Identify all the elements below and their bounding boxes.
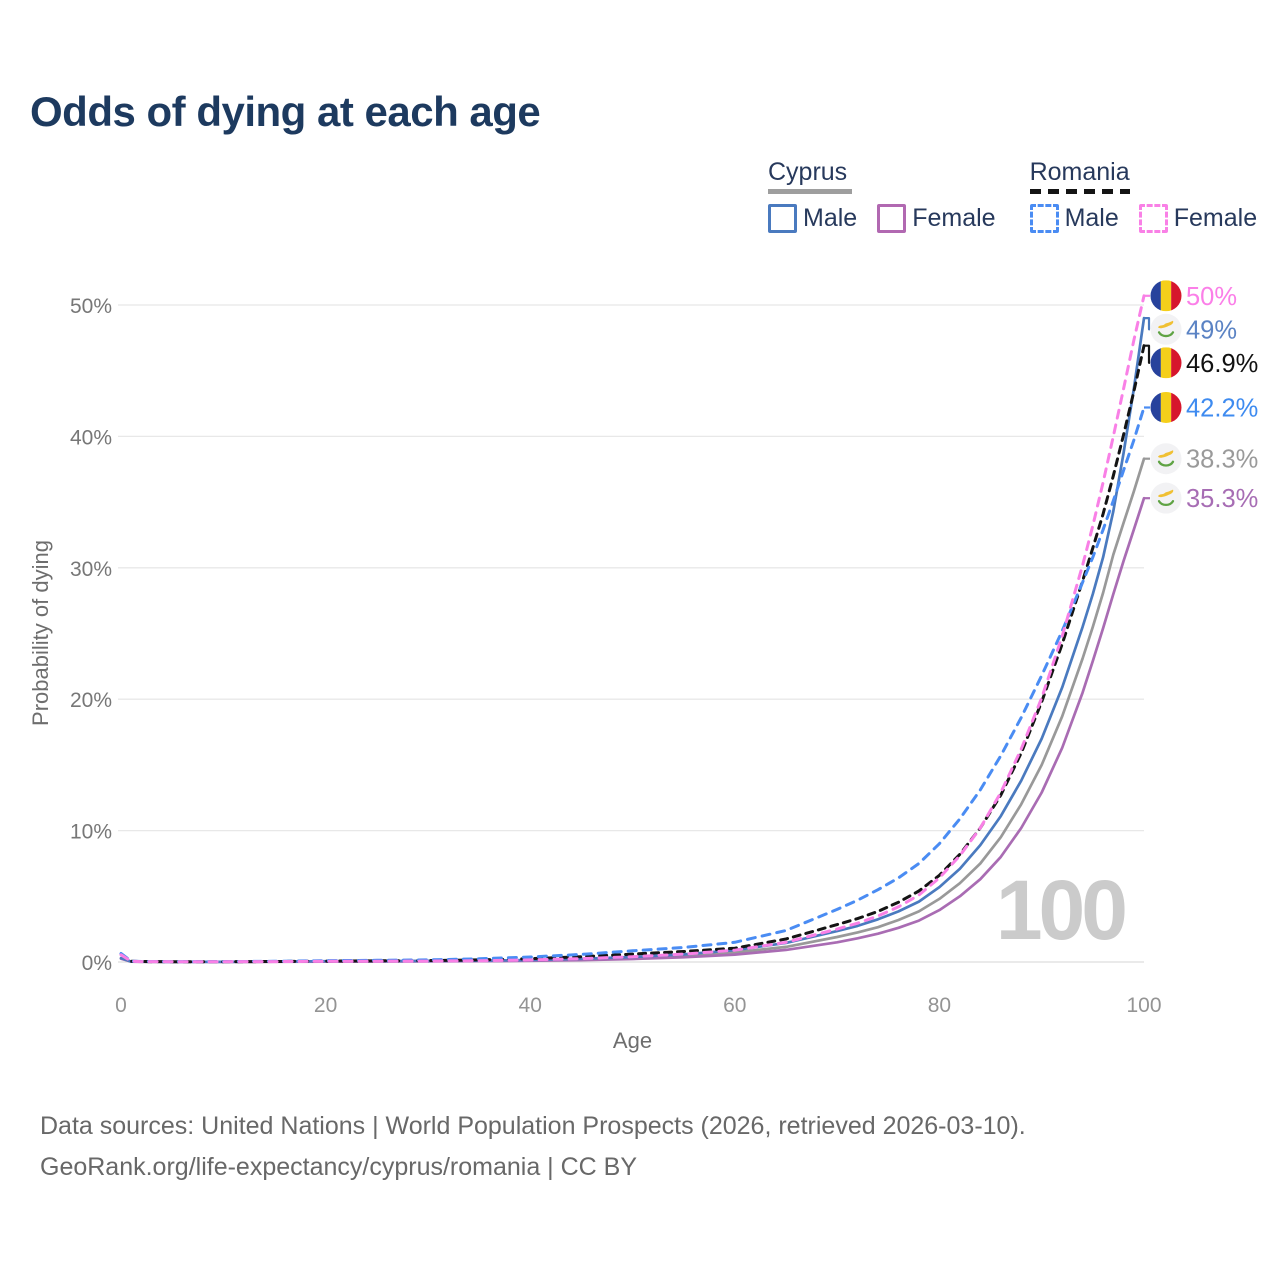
legend-group-romania: Romania Male Female [1029, 158, 1258, 233]
x-tick-label-60: 60 [723, 994, 746, 1017]
legend-group-title-cyprus: Cyprus [768, 158, 848, 186]
legend-swatch-romania-female [1138, 204, 1168, 233]
legend-swatch-cyprus-male [768, 204, 797, 233]
y-tick-label-20: 20% [70, 689, 112, 712]
x-axis-title: Age [613, 1028, 652, 1053]
romania-flag-stripe [1150, 347, 1161, 379]
romania-flag-icon [1150, 347, 1182, 379]
y-tick-label-50: 50% [70, 295, 112, 318]
y-tick-label-40: 40% [70, 426, 112, 449]
cyprus-flag-part [1150, 313, 1182, 345]
legend-item-cyprus-female[interactable]: Female [877, 204, 996, 233]
end-label-romania-female: 50% [1186, 283, 1237, 311]
romania-flag-stripe [1171, 347, 1182, 379]
x-tick-label-80: 80 [928, 994, 951, 1017]
cyprus-flag-part [1157, 460, 1175, 467]
romania-flag-stripe [1171, 391, 1182, 423]
cyprus-flag-icon [1150, 313, 1182, 345]
x-tick-label-40: 40 [519, 994, 542, 1017]
x-tick-label-100: 100 [1126, 994, 1161, 1017]
legend-group-title-romania: Romania [1029, 158, 1130, 186]
legend-item-label-cyprus-male: Male [803, 204, 858, 232]
end-label-leader-cyprus-male [1144, 317, 1151, 331]
cyprus-flag-icon [1150, 443, 1182, 475]
romania-flag-icon [1150, 280, 1182, 312]
y-tick-label-10: 10% [70, 821, 112, 844]
end-label-romania-male: 42.2% [1186, 394, 1258, 422]
x-tick-label-0: 0 [115, 994, 127, 1017]
legend-swatch-romania-male [1029, 204, 1059, 233]
end-label-cyprus-female: 35.3% [1186, 485, 1258, 513]
end-label-cyprus-male: 49% [1186, 316, 1237, 344]
legend-item-label-cyprus-female: Female [912, 204, 996, 232]
cyprus-flag-part [1157, 500, 1175, 507]
romania-flag-stripe [1150, 391, 1161, 423]
cyprus-flag-icon [1150, 482, 1182, 514]
age-counter-watermark: 100 [995, 863, 1128, 957]
legend-item-cyprus-male[interactable]: Male [768, 204, 857, 233]
series-line-romania-male [119, 406, 1146, 964]
end-label-leader-romania-both [1144, 344, 1151, 364]
cyprus-flag-part [1150, 443, 1182, 475]
romania-flag-stripe [1160, 347, 1172, 379]
legend-swatch-cyprus-female [877, 204, 907, 233]
y-tick-label-30: 30% [70, 558, 112, 581]
cyprus-flag-part [1158, 489, 1174, 498]
footer-line-1: Data sources: United Nations | World Pop… [40, 1112, 1026, 1140]
end-label-romania-both: 46.9% [1186, 350, 1258, 378]
footer-line-2: GeoRank.org/life-expectancy/cyprus/roman… [40, 1153, 638, 1181]
legend: Cyprus Male Female Romania Male Female [768, 158, 1257, 233]
series-line-cyprus-both [119, 457, 1146, 964]
romania-flag-icon [1150, 391, 1182, 423]
legend-items-cyprus: Male Female [768, 204, 996, 233]
romania-flag-stripe [1171, 280, 1182, 312]
cyprus-flag-part [1157, 331, 1175, 338]
legend-item-label-romania-male: Male [1064, 204, 1119, 232]
x-tick-label-20: 20 [314, 994, 337, 1017]
legend-group-cyprus: Cyprus Male Female [768, 158, 996, 233]
romania-flag-stripe [1160, 280, 1172, 312]
legend-items-romania: Male Female [1029, 204, 1258, 233]
legend-underline-cyprus [768, 189, 852, 194]
y-tick-label-0: 0% [82, 952, 112, 975]
romania-flag-stripe [1160, 391, 1172, 423]
end-label-cyprus-both: 38.3% [1186, 446, 1258, 474]
legend-item-label-romania-female: Female [1173, 204, 1258, 232]
y-axis-title: Probability of dying [28, 540, 53, 726]
legend-item-romania-male[interactable]: Male [1029, 204, 1119, 233]
chart-title: Odds of dying at each age [30, 88, 541, 135]
footer-attribution: Data sources: United Nations | World Pop… [40, 1106, 1026, 1188]
series-line-romania-female [119, 294, 1146, 964]
cyprus-flag-part [1158, 320, 1174, 329]
legend-item-romania-female[interactable]: Female [1138, 204, 1258, 233]
series-line-cyprus-male [119, 316, 1146, 964]
cyprus-flag-part [1158, 450, 1174, 458]
legend-underline-romania [1029, 189, 1130, 194]
cyprus-flag-part [1150, 482, 1182, 514]
romania-flag-stripe [1150, 280, 1161, 312]
